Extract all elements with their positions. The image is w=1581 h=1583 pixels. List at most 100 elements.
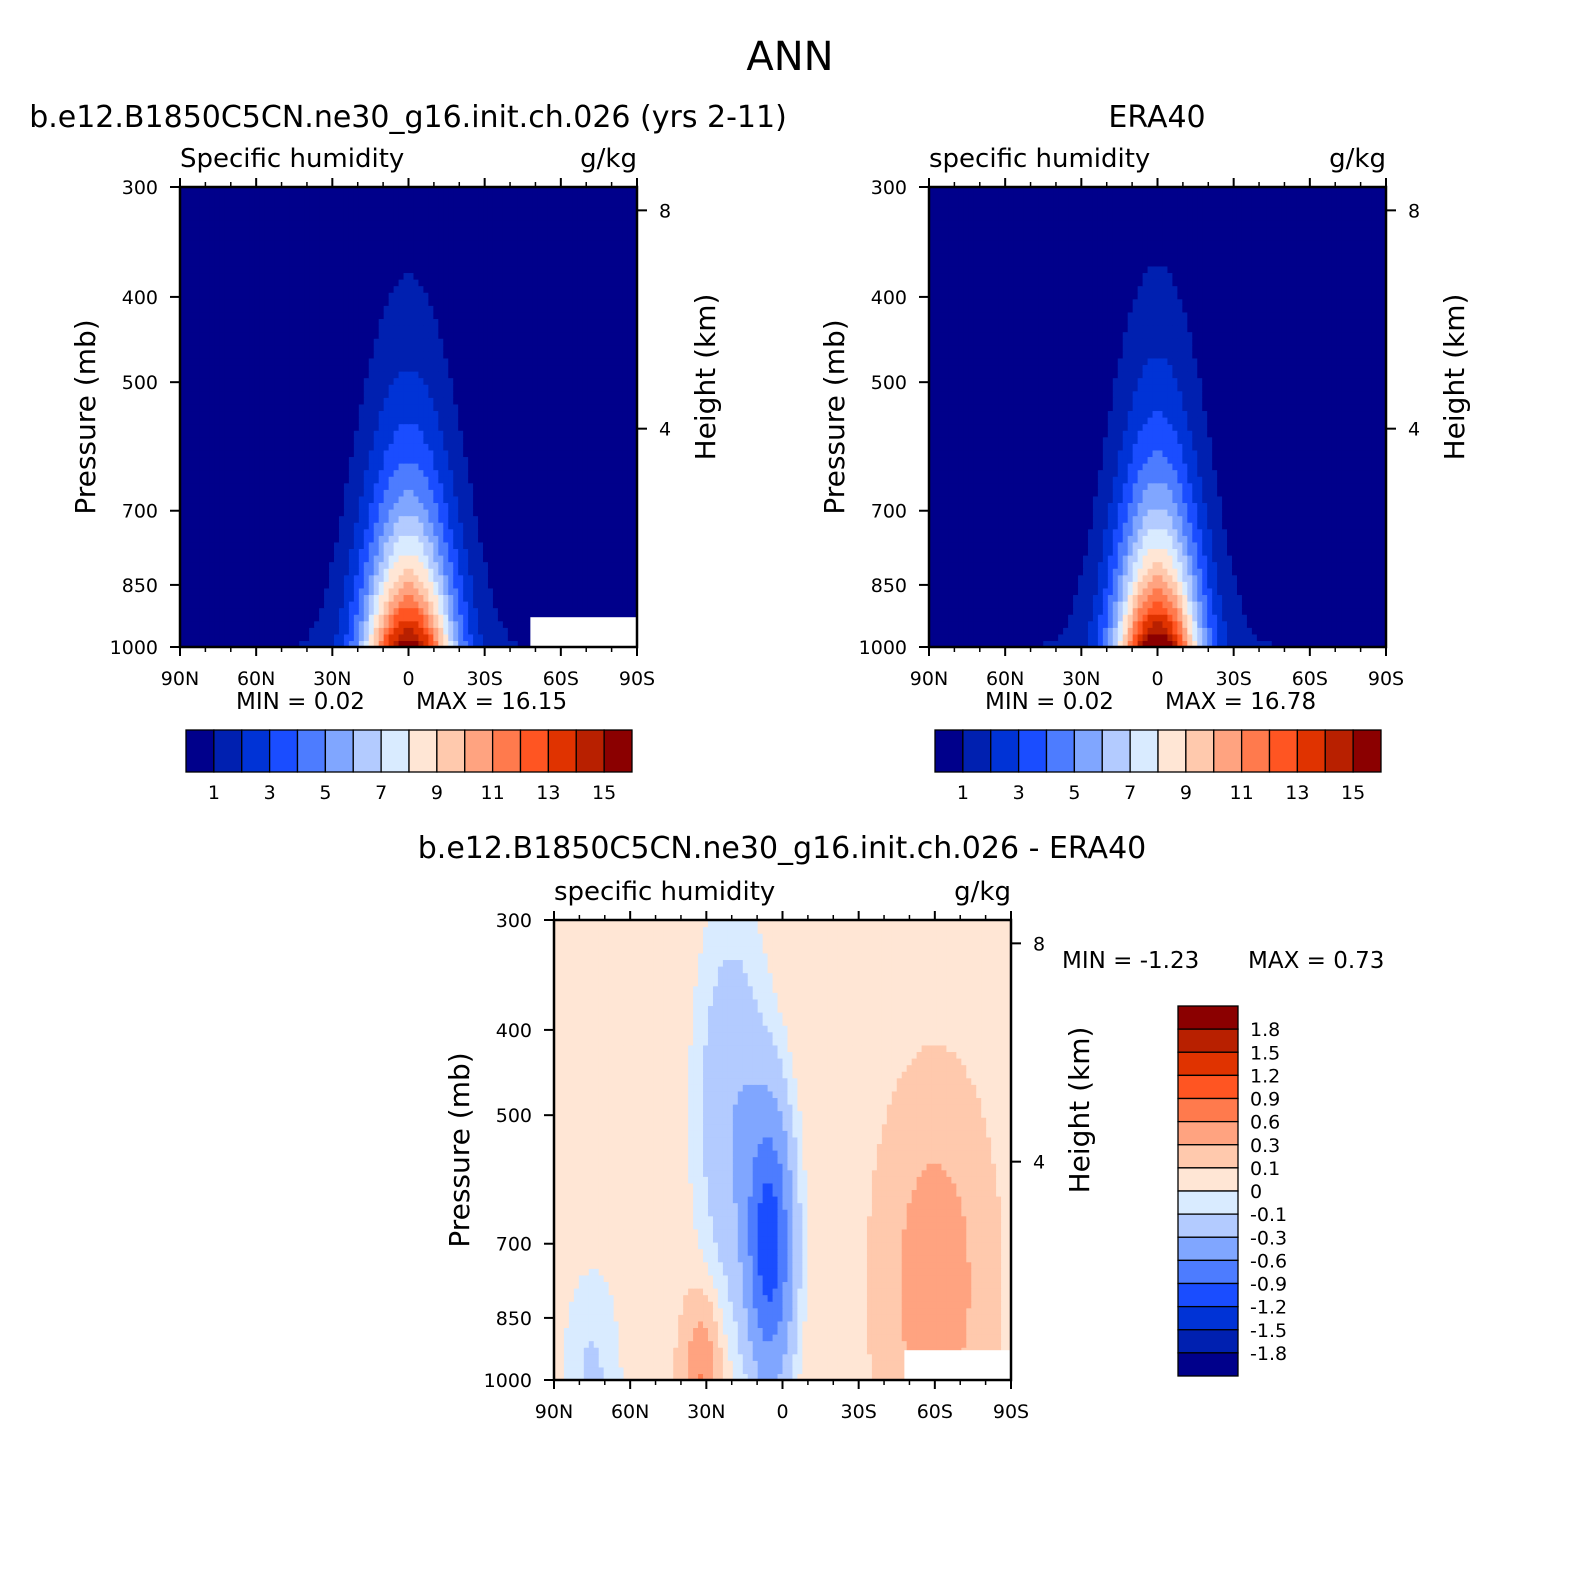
contour-cell	[348, 541, 355, 550]
contour-cell	[592, 311, 598, 320]
contour-cell	[502, 456, 509, 464]
contour-cell	[453, 495, 459, 504]
contour-cell	[393, 377, 400, 385]
contour-cell	[224, 423, 231, 431]
contour-cell	[547, 548, 554, 556]
contour-cell	[264, 384, 271, 392]
contour-cell	[304, 449, 310, 458]
contour-cell	[398, 357, 405, 366]
contour-cell	[453, 377, 459, 385]
contour-cell	[348, 371, 355, 379]
contour-cell	[627, 436, 633, 444]
contour-cell	[219, 417, 226, 425]
contour-cell	[343, 351, 350, 359]
contour-cell	[219, 522, 226, 530]
contour-cell	[512, 607, 519, 615]
contour-cell	[413, 528, 420, 536]
contour-cell	[567, 377, 574, 385]
contour-cell	[537, 384, 544, 392]
contour-cell	[249, 364, 256, 372]
contour-cell	[532, 443, 539, 451]
contour-cell	[463, 594, 469, 602]
contour-cell	[502, 509, 509, 517]
contour-cell	[478, 574, 484, 582]
contour-cell	[319, 449, 325, 458]
contour-cell	[209, 285, 216, 293]
contour-cell	[358, 311, 365, 320]
contour-cell	[617, 574, 623, 582]
contour-cell	[333, 594, 340, 602]
contour-cell	[264, 574, 271, 582]
contour-cell	[453, 469, 459, 477]
contour-cell	[542, 515, 549, 523]
contour-cell	[383, 390, 390, 398]
contour-cell	[259, 541, 266, 550]
contour-cell	[373, 509, 380, 517]
contour-cell	[428, 318, 434, 326]
contour-cell	[602, 463, 608, 471]
contour-cell	[343, 515, 350, 523]
contour-cell	[483, 528, 489, 536]
contour-cell	[383, 607, 390, 615]
contour-cell	[294, 357, 300, 366]
contour-cell	[343, 601, 350, 609]
contour-cell	[274, 561, 280, 569]
contour-cell	[487, 489, 494, 497]
contour-cell	[433, 633, 439, 642]
contour-cell	[622, 443, 628, 451]
contour-cell	[473, 456, 479, 464]
contour-cell	[348, 607, 355, 615]
contour-cell	[229, 555, 236, 563]
contour-cell	[592, 541, 598, 550]
contour-cell	[597, 397, 603, 405]
contour-cell	[363, 535, 370, 543]
contour-cell	[423, 331, 429, 339]
contour-cell	[329, 436, 335, 444]
contour-cell	[403, 344, 410, 352]
contour-cell	[577, 509, 583, 517]
contour-cell	[532, 522, 539, 530]
contour-cell	[249, 541, 256, 550]
contour-cell	[478, 344, 484, 352]
contour-cell	[388, 410, 395, 418]
contour-cell	[438, 633, 444, 642]
contour-cell	[453, 640, 459, 648]
contour-cell	[562, 311, 569, 320]
contour-cell	[234, 495, 241, 504]
contour-cell	[289, 574, 295, 582]
contour-cell	[458, 581, 464, 589]
contour-cell	[324, 417, 330, 425]
contour-cell	[577, 384, 583, 392]
contour-cell	[478, 528, 484, 536]
contour-cell	[189, 535, 196, 543]
contour-cell	[423, 509, 429, 517]
contour-cell	[602, 377, 608, 385]
contour-cell	[309, 587, 315, 596]
contour-cell	[319, 548, 325, 556]
contour-cell	[304, 509, 310, 517]
contour-cell	[487, 561, 494, 569]
contour-cell	[209, 357, 216, 366]
contour-cell	[398, 456, 405, 464]
contour-cell	[348, 292, 355, 300]
contour-cell	[294, 364, 300, 372]
contour-cell	[264, 285, 271, 293]
contour-cell	[492, 502, 499, 510]
contour-cell	[294, 469, 300, 477]
contour-cell	[428, 469, 434, 477]
contour-cell	[244, 390, 251, 398]
contour-cell	[373, 318, 380, 326]
contour-cell	[214, 495, 221, 504]
contour-cell	[632, 443, 638, 451]
contour-cell	[388, 298, 395, 306]
contour-cell	[329, 476, 335, 484]
contour-cell	[592, 443, 598, 451]
contour-cell	[632, 476, 638, 484]
contour-cell	[289, 541, 295, 550]
contour-cell	[309, 311, 315, 320]
contour-cell	[383, 633, 390, 642]
contour-cell	[438, 456, 444, 464]
contour-cell	[329, 390, 335, 398]
contour-cell	[542, 587, 549, 596]
contour-cell	[348, 331, 355, 339]
